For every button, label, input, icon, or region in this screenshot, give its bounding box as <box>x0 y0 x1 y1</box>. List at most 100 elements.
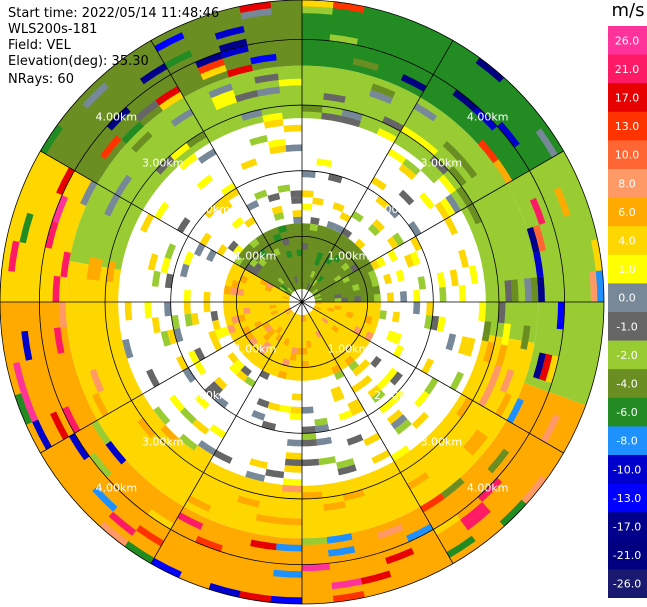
velocity-gate <box>275 326 283 334</box>
velocity-gate <box>414 390 430 408</box>
velocity-gate <box>367 223 381 237</box>
velocity-gate <box>318 456 337 466</box>
velocity-gate <box>458 284 467 302</box>
colorbar-tick-label: 21.0 <box>615 63 640 76</box>
velocity-zone <box>302 0 564 184</box>
colorbar-segment <box>608 140 647 170</box>
velocity-gate <box>176 355 189 371</box>
velocity-gate <box>231 217 245 229</box>
velocity-gate <box>303 314 307 322</box>
colorbar-segment <box>608 540 647 570</box>
colorbar-tick-label: -26.0 <box>613 578 641 591</box>
velocity-gate <box>164 50 193 69</box>
velocity-gate <box>284 458 302 467</box>
velocity-gate <box>370 83 396 99</box>
velocity-gate <box>497 121 520 148</box>
velocity-gate <box>302 426 316 434</box>
colorbar-tick-label: -1.0 <box>616 320 637 333</box>
velocity-gate <box>197 440 217 456</box>
velocity-gate <box>199 232 212 247</box>
velocity-gate <box>430 315 440 331</box>
velocity-gate <box>310 270 316 279</box>
velocity-gate <box>347 296 355 302</box>
velocity-gate <box>214 328 225 340</box>
velocity-gate <box>359 359 371 371</box>
velocity-gate <box>326 307 335 313</box>
velocity-gate <box>291 326 297 335</box>
velocity-gate <box>285 345 293 354</box>
velocity-gate <box>364 331 374 342</box>
velocity-gate <box>146 368 160 388</box>
colorbar-segment <box>608 283 647 313</box>
range-ring-label: 3.00km <box>142 157 184 170</box>
velocity-gate <box>376 128 398 143</box>
velocity-gate <box>214 25 245 40</box>
velocity-gate <box>436 271 446 288</box>
velocity-gate <box>408 220 422 237</box>
velocity-gate <box>196 174 214 190</box>
velocity-gate <box>256 397 270 409</box>
velocity-gate <box>321 112 342 123</box>
velocity-gate <box>521 475 547 505</box>
velocity-gate <box>326 533 353 544</box>
velocity-gate <box>302 6 333 15</box>
polar-grid <box>0 0 605 605</box>
velocity-gate <box>213 449 233 464</box>
velocity-gate <box>148 116 171 137</box>
velocity-gate <box>463 429 483 452</box>
velocity-gate <box>239 590 272 603</box>
velocity-gate <box>387 249 398 262</box>
velocity-gate <box>135 100 160 122</box>
velocity-gate <box>240 158 258 171</box>
velocity-gate <box>332 341 342 350</box>
velocity-gate <box>399 291 408 302</box>
velocity-gate <box>286 439 302 447</box>
velocity-gate <box>256 86 281 97</box>
velocity-gate <box>108 511 137 536</box>
velocity-gate <box>227 324 237 335</box>
velocity-gate <box>392 232 405 247</box>
velocity-gate <box>453 421 472 443</box>
velocity-gate <box>332 590 365 603</box>
velocity-gate <box>420 493 445 513</box>
velocity-gate <box>82 82 109 109</box>
velocity-gate <box>306 340 312 348</box>
colorbar-segment <box>608 226 647 256</box>
velocity-gate <box>499 368 515 393</box>
velocity-gate <box>164 302 172 317</box>
velocity-gate <box>245 470 266 482</box>
colorbar-segment <box>608 426 647 456</box>
velocity-gate <box>160 425 179 444</box>
velocity-gate <box>114 174 133 197</box>
velocity-gate <box>244 376 257 388</box>
colorbar-segment <box>608 312 647 342</box>
colorbar-tick-label: -8.0 <box>616 435 637 448</box>
range-ring-label: 2.00km <box>374 389 416 402</box>
colorbar-tick-label: 0.0 <box>618 292 636 305</box>
velocity-gate <box>400 74 427 92</box>
velocity-gate <box>458 249 469 268</box>
velocity-gate <box>280 284 288 291</box>
velocity-gate <box>187 495 212 512</box>
velocity-gate <box>469 224 484 246</box>
range-ring-label: 1.00km <box>328 250 370 263</box>
start-time-label: Start time: 2022/05/14 11:48:46 <box>8 6 220 21</box>
velocity-gate <box>284 465 302 473</box>
velocity-gate <box>297 341 302 348</box>
velocity-gate <box>318 336 325 344</box>
velocity-gate <box>317 311 325 318</box>
velocity-gate <box>438 174 457 194</box>
velocity-gate <box>326 291 335 297</box>
velocity-gate <box>186 131 207 148</box>
velocity-gate <box>346 433 364 446</box>
velocity-gate <box>285 372 295 381</box>
velocity-gate <box>444 216 458 236</box>
colorbar-segment <box>608 397 647 427</box>
velocity-gate <box>68 433 90 461</box>
velocity-gate <box>282 478 302 486</box>
velocity-gate <box>311 288 318 295</box>
velocity-gate <box>495 344 508 367</box>
velocity-gate <box>214 394 229 409</box>
velocity-gate <box>467 433 488 456</box>
velocity-gate <box>302 439 318 447</box>
